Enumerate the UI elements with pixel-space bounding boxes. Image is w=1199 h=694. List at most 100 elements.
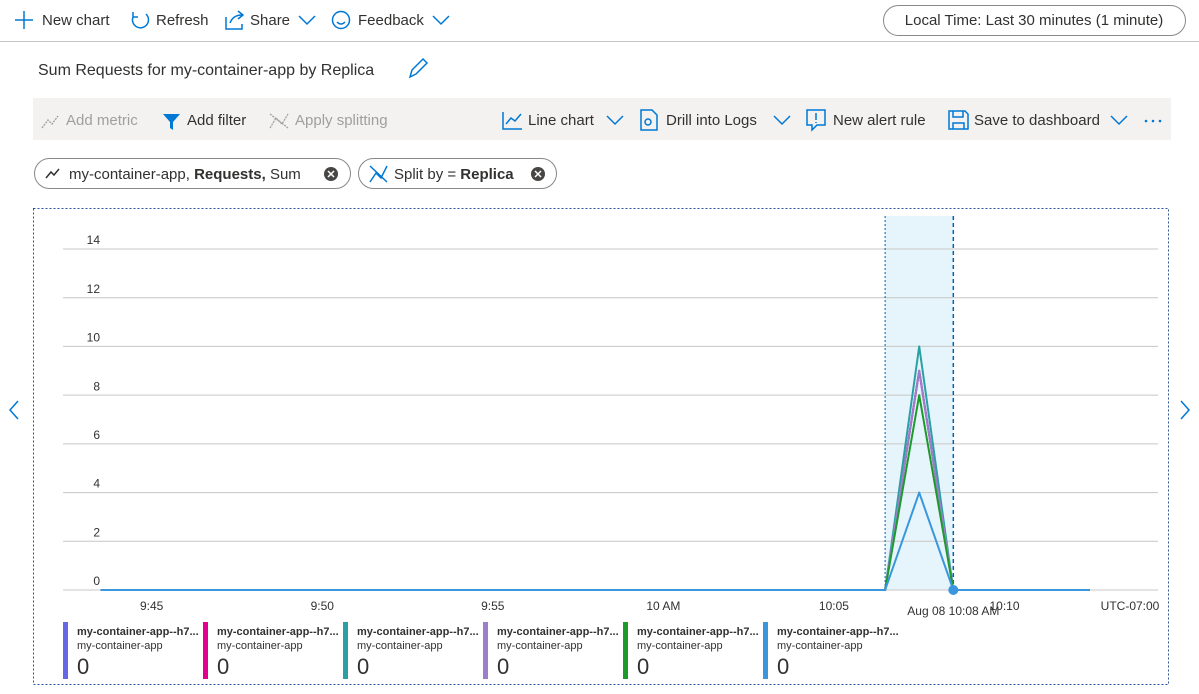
more-button[interactable] bbox=[1144, 119, 1162, 123]
split-value: Replica bbox=[460, 166, 514, 183]
legend-name: my-container-app--h7... bbox=[497, 626, 619, 638]
metric-pill-label: my-container-app, Requests, Sum bbox=[69, 166, 301, 183]
legend-name: my-container-app--h7... bbox=[357, 626, 479, 638]
chevron bbox=[432, 15, 450, 26]
y-tick-label: 6 bbox=[93, 428, 100, 442]
legend-name: my-container-app--h7... bbox=[777, 626, 899, 638]
edit-title-icon[interactable] bbox=[408, 57, 429, 79]
resource: my-container-app, bbox=[69, 166, 190, 183]
refresh-button[interactable]: Refresh bbox=[131, 12, 209, 29]
legend-swatch bbox=[63, 622, 68, 679]
legend-value: 0 bbox=[497, 654, 509, 679]
metric-pill[interactable]: my-container-app, Requests, Sum bbox=[34, 158, 351, 189]
drill-logs-label: Drill into Logs bbox=[666, 112, 757, 129]
new-alert-button[interactable]: New alert rule bbox=[806, 109, 926, 132]
y-tick-label: 2 bbox=[93, 525, 100, 539]
feedback-label: Feedback bbox=[358, 12, 424, 29]
legend-swatch bbox=[483, 622, 488, 679]
prev-arrow[interactable] bbox=[8, 400, 19, 420]
add-filter-label: Add filter bbox=[187, 112, 246, 129]
legend-value: 0 bbox=[217, 654, 229, 679]
chevron bbox=[298, 15, 316, 26]
x-tick-label: 9:50 bbox=[311, 599, 335, 613]
x-tick-label: 10 AM bbox=[646, 599, 680, 613]
y-tick-label: 10 bbox=[87, 331, 101, 345]
apply-splitting-label: Apply splitting bbox=[295, 112, 388, 129]
legend-value: 0 bbox=[637, 654, 649, 679]
legend-swatch bbox=[203, 622, 208, 679]
dot bbox=[1144, 119, 1148, 123]
new-chart-button[interactable]: New chart bbox=[15, 11, 110, 29]
share-label: Share bbox=[250, 12, 290, 29]
metric: Requests, bbox=[194, 166, 266, 183]
save-dashboard-button[interactable]: Save to dashboard bbox=[948, 110, 1128, 130]
split-icon bbox=[269, 113, 289, 129]
legend-swatch bbox=[343, 622, 348, 679]
next-arrow[interactable] bbox=[1180, 400, 1191, 420]
y-tick-label: 4 bbox=[93, 477, 100, 491]
legend-value: 0 bbox=[777, 654, 789, 679]
metric-icon bbox=[45, 168, 60, 179]
time-range-label: Local Time: Last 30 minutes (1 minute) bbox=[905, 12, 1163, 29]
add-filter-button[interactable]: Add filter bbox=[163, 112, 246, 130]
line-chart-label: Line chart bbox=[528, 112, 595, 129]
legend-swatch bbox=[623, 622, 628, 679]
highlight-label: Aug 08 10:08 AM bbox=[907, 604, 999, 618]
y-tick-label: 14 bbox=[87, 233, 101, 247]
y-tick-label: 0 bbox=[93, 574, 100, 588]
save-dashboard-label: Save to dashboard bbox=[974, 112, 1100, 129]
new-alert-label: New alert rule bbox=[833, 112, 926, 129]
filter-icon bbox=[163, 114, 180, 130]
legend-name: my-container-app--h7... bbox=[77, 626, 199, 638]
add-metric-label: Add metric bbox=[66, 112, 138, 129]
dot bbox=[1151, 119, 1155, 123]
pill-outline bbox=[358, 158, 557, 189]
legend-resource: my-container-app bbox=[497, 640, 583, 652]
chevron bbox=[1110, 115, 1128, 126]
share-button[interactable]: Share bbox=[225, 10, 316, 30]
legend-name: my-container-app--h7... bbox=[637, 626, 759, 638]
command-bar bbox=[33, 98, 1171, 140]
logs-icon bbox=[640, 109, 658, 131]
plot: 0 2 4 6 8 10 12 14 9:45 9:50 9:55 10 AM 10:05 10:10 UT… bbox=[63, 216, 1160, 679]
feedback-button[interactable]: Feedback bbox=[331, 10, 450, 30]
legend-resource: my-container-app bbox=[77, 640, 163, 652]
split-pill[interactable]: Split by = Replica bbox=[358, 158, 557, 189]
legend-swatch bbox=[763, 622, 768, 679]
refresh-icon bbox=[131, 12, 150, 29]
plus-icon bbox=[15, 11, 33, 29]
aggregation: Sum bbox=[270, 166, 301, 183]
time-range-pill bbox=[883, 5, 1186, 36]
line-chart-button[interactable]: Line chart bbox=[502, 112, 624, 130]
legend-resource: my-container-app bbox=[217, 640, 303, 652]
dot bbox=[1158, 119, 1162, 123]
time-range-button[interactable]: Local Time: Last 30 minutes (1 minute) bbox=[883, 5, 1186, 36]
legend-value: 0 bbox=[357, 654, 369, 679]
y-tick-label: 12 bbox=[87, 282, 101, 296]
legend-name: my-container-app--h7... bbox=[217, 626, 339, 638]
apply-splitting-button[interactable]: Apply splitting bbox=[269, 112, 388, 129]
add-metric-button[interactable]: Add metric bbox=[41, 112, 138, 129]
chart-frame bbox=[33, 208, 1169, 685]
series-line bbox=[100, 491, 1090, 591]
alert-icon bbox=[806, 109, 826, 132]
x-tick-label: 9:45 bbox=[140, 599, 164, 613]
x-tick-label: 10:05 bbox=[819, 599, 849, 613]
share-icon bbox=[225, 10, 245, 30]
chart-title: Sum Requests for my-container-app by Rep… bbox=[38, 62, 374, 79]
smiley-icon bbox=[331, 10, 351, 30]
legend-value: 0 bbox=[77, 654, 89, 679]
refresh-label: Refresh bbox=[156, 12, 209, 29]
x-tick-label: 9:55 bbox=[481, 599, 505, 613]
chevron bbox=[606, 115, 624, 126]
legend-resource: my-container-app bbox=[637, 640, 723, 652]
chevron bbox=[773, 115, 791, 126]
split-icon bbox=[369, 165, 388, 183]
timezone-label: UTC-07:00 bbox=[1101, 599, 1160, 613]
x-tick-label: 10:10 bbox=[989, 599, 1019, 613]
y-tick-label: 8 bbox=[93, 379, 100, 393]
drill-logs-button[interactable]: Drill into Logs bbox=[640, 109, 791, 131]
pill-outline bbox=[34, 158, 351, 189]
save-icon bbox=[948, 110, 969, 130]
